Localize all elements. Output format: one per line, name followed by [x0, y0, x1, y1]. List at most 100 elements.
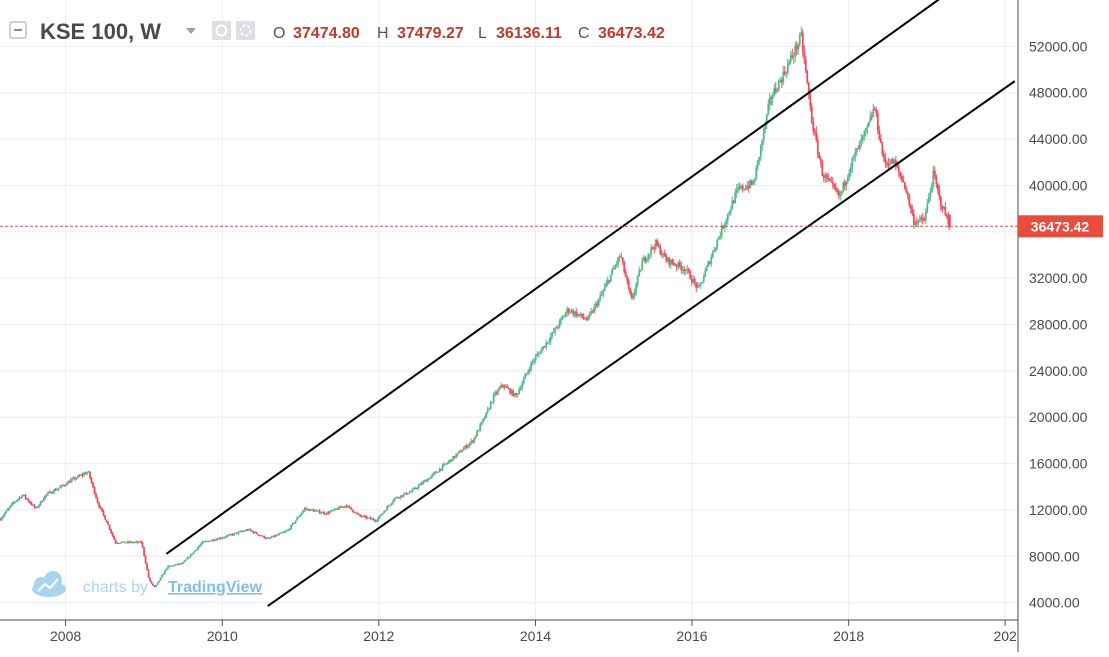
candle-body — [576, 314, 579, 316]
candle-body — [479, 424, 482, 431]
candle-body — [908, 195, 911, 206]
candle-body — [153, 585, 156, 587]
channel-line[interactable] — [165, 0, 962, 555]
candle-body — [588, 313, 591, 316]
candle-body — [696, 285, 699, 288]
candle-body — [863, 131, 866, 136]
candle-body — [87, 471, 90, 473]
candle-body — [741, 185, 744, 190]
candle-body — [33, 504, 36, 508]
candle-body — [930, 185, 933, 192]
candle-body — [170, 565, 172, 567]
candle-body — [161, 574, 163, 578]
candle-body — [14, 501, 16, 503]
candle-body — [36, 507, 39, 509]
candle-body — [329, 511, 332, 514]
candle-body — [654, 240, 657, 249]
candle-body — [44, 495, 46, 500]
y-tick-label: 40000.00 — [1029, 177, 1088, 193]
y-tick-label: 28000.00 — [1029, 316, 1088, 332]
candle-body — [894, 159, 897, 166]
candle-body — [828, 178, 831, 181]
channel-line[interactable] — [267, 80, 1016, 607]
candle-body — [144, 555, 147, 564]
candle-body — [203, 541, 205, 543]
candle-body — [158, 580, 160, 583]
candle-body — [585, 319, 588, 321]
candle-body — [818, 153, 821, 159]
candle-body — [917, 220, 920, 224]
candle-body — [27, 499, 30, 502]
candle-body — [266, 538, 268, 540]
candle-body — [525, 373, 528, 375]
symbol-title[interactable]: KSE 100, W — [40, 19, 161, 44]
candle-body — [926, 203, 929, 212]
candle-body — [353, 511, 356, 513]
candle-body — [770, 97, 773, 99]
candle-body — [462, 448, 465, 451]
candle-body — [3, 513, 6, 516]
candle-body — [737, 186, 740, 190]
candle-body — [677, 262, 680, 267]
candle-body — [722, 225, 725, 229]
candle-body — [165, 568, 168, 571]
candle-body — [404, 492, 407, 495]
format-button[interactable] — [236, 21, 255, 40]
candle-body — [336, 508, 339, 510]
candle-body — [65, 484, 67, 486]
watermark-brand-link[interactable]: TradingView — [168, 579, 263, 596]
candle-body — [375, 520, 378, 522]
candle-body — [93, 486, 96, 494]
candle-body — [440, 468, 443, 470]
candle-body — [929, 191, 932, 197]
candle-body — [891, 159, 894, 164]
candle-body — [794, 45, 797, 57]
candle-body — [557, 326, 560, 328]
candle-body — [11, 503, 13, 506]
candle-body — [63, 485, 66, 487]
candle-body — [302, 510, 305, 513]
candle-body — [284, 531, 286, 533]
candle-body — [498, 387, 501, 390]
candle-body — [489, 402, 492, 409]
candle-body — [612, 268, 615, 270]
candle-body — [335, 508, 338, 510]
candle-body — [236, 532, 238, 534]
candle-body — [431, 474, 434, 477]
candle-body — [923, 220, 926, 222]
candle-body — [167, 565, 169, 569]
candle-body — [843, 182, 846, 186]
candle-body — [204, 541, 207, 543]
candle-body — [117, 543, 120, 545]
candle-body — [149, 577, 151, 582]
candle-body — [602, 290, 605, 294]
candle-body — [774, 88, 777, 92]
candle-body — [608, 280, 611, 282]
candle-body — [255, 532, 258, 534]
candle-body — [900, 175, 903, 180]
candle-body — [776, 90, 779, 92]
x-tick-label: 2008 — [50, 628, 81, 644]
candle-body — [299, 514, 302, 517]
candle-body — [258, 535, 261, 537]
candle-body — [797, 44, 800, 50]
candle-body — [318, 510, 321, 514]
candle-body — [845, 181, 848, 186]
candle-body — [473, 437, 476, 443]
candle-body — [242, 531, 244, 533]
candle-body — [810, 106, 813, 123]
candle-body — [756, 160, 759, 168]
candle-body — [932, 170, 935, 186]
x-tick-label: 202 — [993, 628, 1017, 644]
candle-body — [282, 531, 285, 533]
candle-body — [392, 500, 395, 504]
candle-body — [114, 539, 117, 543]
candle-body — [572, 310, 575, 315]
candle-body — [450, 459, 453, 461]
candle-body — [81, 474, 84, 476]
close-label: C — [578, 25, 590, 42]
settings-toggle-button[interactable] — [212, 21, 231, 40]
chevron-down-icon[interactable] — [186, 28, 196, 34]
candle-body — [179, 563, 181, 565]
